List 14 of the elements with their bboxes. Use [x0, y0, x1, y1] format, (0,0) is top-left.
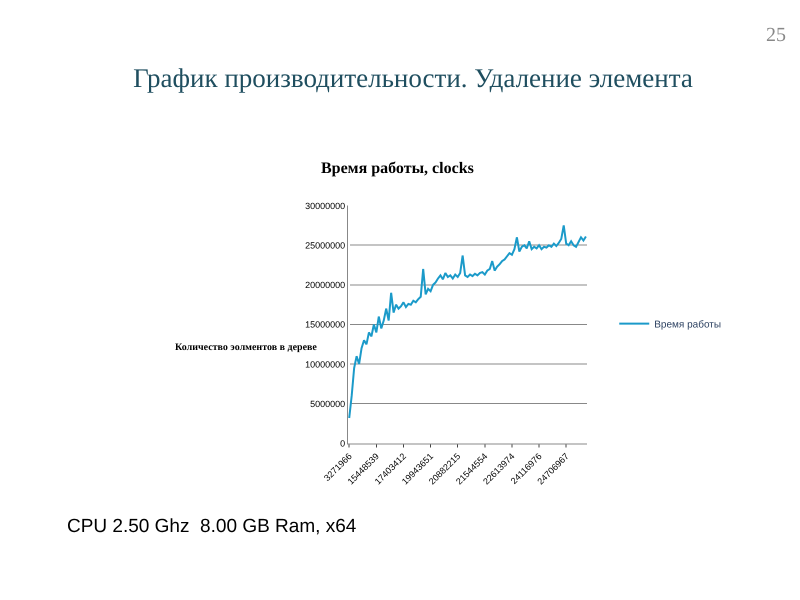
y-tick-label: 20000000: [305, 280, 346, 290]
y-tick-label: 5000000: [310, 398, 346, 409]
text: CPU 2.50 Ghz 8.00 GB Ram, x64: [67, 516, 357, 537]
legend-label: Время работы: [654, 320, 722, 330]
y-tick-label: 25000000: [305, 240, 346, 250]
y-tick-label: 15000000: [305, 320, 346, 330]
y-axis-title: Количество эолментов в дереве: [175, 342, 318, 353]
chart-title: График производительности. Удаление элемента: [133, 63, 693, 93]
chart-subtitle: Время работы, clocks: [321, 160, 474, 177]
y-tick-label: 30000000: [305, 200, 346, 211]
y-tick-label: 0: [340, 438, 346, 449]
y-tick-label: 10000000: [305, 359, 346, 370]
line-series: [348, 224, 587, 420]
text: 25: [766, 24, 786, 46]
